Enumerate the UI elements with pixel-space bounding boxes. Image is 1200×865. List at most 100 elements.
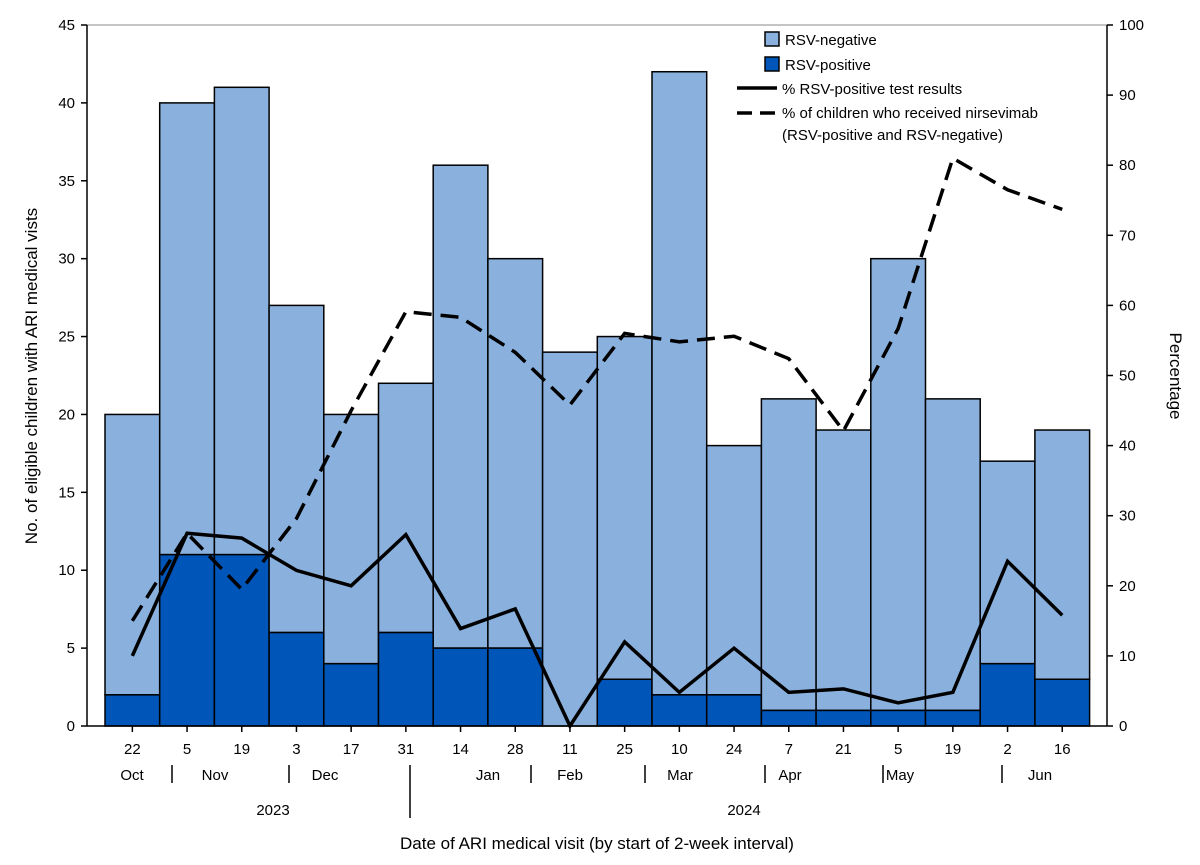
bar-rsv-negative <box>487 257 544 649</box>
x-tick-label: 7 <box>785 741 793 758</box>
x-tick-label: 5 <box>894 741 902 758</box>
x-tick-label: 31 <box>398 741 415 758</box>
line-pct-rsv-positive <box>130 531 1064 730</box>
bar-rsv-positive <box>432 647 489 727</box>
month-label: Nov <box>202 767 229 784</box>
x-tick-label: 2 <box>1003 741 1011 758</box>
axes: 0510152025303540450102030405060708090100… <box>58 17 1144 819</box>
line-pct-nirsevimab <box>130 155 1063 622</box>
bar-rsv-negative <box>870 257 927 712</box>
x-tick-label: 3 <box>292 741 300 758</box>
y-right-tick-label: 50 <box>1119 368 1136 385</box>
x-tick-label: 25 <box>616 741 633 758</box>
bar-rsv-positive <box>979 662 1036 727</box>
y-tick-label: 30 <box>58 251 75 268</box>
bar-rsv-positive <box>377 631 434 727</box>
y-right-tick-label: 90 <box>1119 87 1136 104</box>
month-label: Oct <box>120 767 144 784</box>
bar-rsv-negative <box>377 382 434 634</box>
bar-rsv-negative <box>651 70 708 696</box>
bar-rsv-negative <box>104 413 161 696</box>
x-tick-label: 21 <box>835 741 852 758</box>
y-tick-label: 15 <box>58 484 75 501</box>
bar-rsv-negative <box>323 413 380 665</box>
legend-label-pct-nirsevimab: % of children who received nirsevimab <box>782 105 1038 122</box>
month-label: Jan <box>476 767 500 784</box>
x-axis-label: Date of ARI medical visit (by start of 2… <box>400 834 794 853</box>
bar-rsv-negative <box>268 304 325 634</box>
bars <box>104 70 1091 727</box>
y-right-tick-label: 10 <box>1119 648 1136 665</box>
legend-label-pct-nirsevimab-line2: (RSV-positive and RSV-negative) <box>782 127 1003 144</box>
y-right-tick-label: 0 <box>1119 718 1127 735</box>
legend-label-pct-positive: % RSV-positive test results <box>782 81 962 98</box>
bar-rsv-negative <box>760 398 817 712</box>
legend-label-rsv-negative: RSV-negative <box>785 32 877 49</box>
x-tick-label: 28 <box>507 741 524 758</box>
y-right-tick-label: 40 <box>1119 438 1136 455</box>
bar-rsv-positive <box>268 631 325 727</box>
x-tick-label: 22 <box>124 741 141 758</box>
legend: RSV-negative RSV-positive % RSV-positive… <box>737 31 1038 144</box>
bar-rsv-positive <box>596 678 653 727</box>
x-tick-label: 16 <box>1054 741 1071 758</box>
bar-rsv-positive <box>870 709 927 727</box>
month-label: Dec <box>312 767 339 784</box>
lines <box>130 155 1064 730</box>
year-label: 2023 <box>256 802 289 819</box>
month-label: Apr <box>778 767 801 784</box>
legend-swatch-rsv-positive <box>764 56 780 72</box>
x-tick-label: 5 <box>183 741 191 758</box>
bar-rsv-negative <box>705 444 763 696</box>
x-tick-label: 24 <box>726 741 743 758</box>
bar-rsv-positive <box>1034 678 1091 727</box>
bar-rsv-negative <box>541 351 599 727</box>
x-tick-label: 19 <box>233 741 250 758</box>
bar-rsv-positive <box>924 709 981 727</box>
bar-rsv-negative <box>924 398 981 712</box>
bar-rsv-positive <box>487 647 544 727</box>
bar-rsv-positive <box>815 709 872 727</box>
bar-rsv-positive <box>213 553 270 727</box>
x-tick-label: 19 <box>945 741 962 758</box>
bar-rsv-negative <box>432 164 489 649</box>
bar-rsv-positive <box>104 694 161 727</box>
legend-label-rsv-positive: RSV-positive <box>785 57 871 74</box>
x-tick-label: 14 <box>452 741 469 758</box>
y-axis-right-label: Percentage <box>1166 333 1185 420</box>
bar-rsv-positive <box>323 662 380 727</box>
y-right-tick-label: 70 <box>1119 227 1136 244</box>
bar-rsv-positive <box>760 709 817 727</box>
y-tick-label: 35 <box>58 173 75 190</box>
x-tick-label: 10 <box>671 741 688 758</box>
y-tick-label: 40 <box>58 95 75 112</box>
month-label: Feb <box>557 767 583 784</box>
y-right-tick-label: 80 <box>1119 157 1136 174</box>
y-tick-label: 10 <box>58 562 75 579</box>
y-right-tick-label: 60 <box>1119 297 1136 314</box>
month-label: Mar <box>667 767 693 784</box>
bar-rsv-negative <box>158 102 216 556</box>
legend-swatch-rsv-negative <box>764 31 780 47</box>
x-tick-label: 11 <box>562 741 578 758</box>
y-tick-label: 25 <box>58 329 75 346</box>
y-tick-label: 0 <box>67 718 75 735</box>
y-tick-label: 45 <box>58 17 75 34</box>
bar-rsv-negative <box>213 86 270 556</box>
y-tick-label: 20 <box>58 406 75 423</box>
x-tick-label: 17 <box>343 741 360 758</box>
month-label: May <box>886 767 915 784</box>
y-right-tick-label: 30 <box>1119 508 1136 525</box>
bar-rsv-negative <box>815 429 872 712</box>
y-axis-label: No. of eligible children with ARI medica… <box>22 208 41 544</box>
y-right-tick-label: 20 <box>1119 578 1136 595</box>
month-label: Jun <box>1028 767 1052 784</box>
bar-rsv-positive <box>705 694 763 727</box>
bar-rsv-negative <box>596 335 653 681</box>
y-tick-label: 5 <box>67 640 75 657</box>
bar-rsv-positive <box>651 694 708 727</box>
bar-rsv-positive <box>158 553 216 727</box>
year-label: 2024 <box>727 802 760 819</box>
bar-rsv-negative <box>1034 429 1091 681</box>
